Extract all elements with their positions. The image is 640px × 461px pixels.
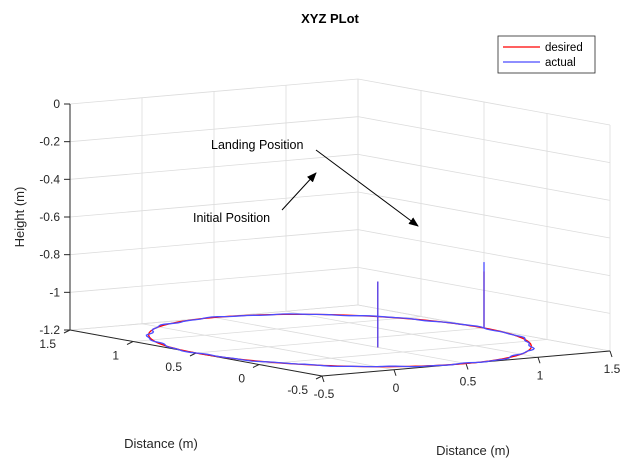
series-lines (145, 262, 536, 368)
chart-title: XYZ PLot (301, 11, 359, 26)
grid-line (357, 78, 611, 126)
z-tick-label: -0.4 (39, 172, 60, 186)
annotation-initial-arrow (281, 172, 317, 211)
x-tick-label: 0 (393, 381, 400, 395)
x-tick-mark (321, 375, 325, 383)
z-tick-label: -0.6 (39, 210, 60, 224)
grid-line (195, 327, 485, 354)
z-tick-label: -0.2 (39, 135, 60, 149)
y-tick-label: 1.5 (39, 337, 56, 351)
x-tick-mark (609, 350, 613, 358)
legend: desired actual (497, 35, 596, 74)
grid-line (69, 191, 359, 218)
y-tick-label: 1 (112, 349, 119, 363)
legend-box (497, 35, 596, 74)
series-actual-line (145, 313, 536, 368)
grid-line (357, 191, 611, 239)
grid-line (357, 116, 611, 164)
grid-line (69, 78, 359, 105)
grid-line (69, 266, 359, 293)
grid-line (357, 153, 611, 201)
annotation-landing-arrow (315, 149, 419, 227)
x-axis-label: Distance (m) (124, 436, 198, 451)
z-tick-label: 0 (53, 97, 60, 111)
legend-label-actual: actual (545, 57, 576, 69)
grid-line (258, 339, 548, 365)
z-tick-label: -0.8 (39, 248, 60, 262)
grid-line (357, 229, 611, 277)
grid-line (132, 316, 422, 342)
y-tick-mark (252, 364, 260, 368)
x-tick-label: 0.5 (460, 375, 477, 389)
annotation-landing-text: Landing Position (211, 138, 303, 152)
z-tick-label: -1.2 (39, 323, 60, 337)
x-tick-label: 1.5 (604, 362, 621, 376)
grid-line (69, 229, 359, 256)
z-tick-label: -1 (49, 285, 60, 299)
y-tick-label: 0.5 (165, 360, 182, 374)
y-tick-label: -0.5 (287, 383, 308, 397)
y-axis-label: Distance (m) (436, 443, 510, 458)
y-tick-mark (126, 341, 134, 345)
x-tick-mark (537, 357, 541, 364)
annotation-initial-text: Initial Position (193, 211, 270, 225)
annotations: Landing Position Initial Position (193, 138, 419, 227)
axis-panes (70, 79, 610, 351)
legend-label-desired: desired (545, 42, 583, 54)
grid-line (69, 153, 359, 180)
tick-labels: -0.5 0 0.5 1 1.5 -0.5 0 0.5 1 1.5 0 -0.2 -0.4 -0.6 -0.… (39, 97, 620, 401)
y-tick-label: 0 (238, 372, 245, 386)
x-tick-mark (393, 369, 397, 376)
x-tick-label: 1 (537, 368, 544, 382)
x-tick-label: -0.5 (314, 387, 335, 401)
grid-line (69, 116, 359, 143)
x-tick-mark (465, 363, 469, 370)
z-axis-label: Height (m) (12, 187, 27, 248)
y-tick-mark (315, 375, 323, 380)
